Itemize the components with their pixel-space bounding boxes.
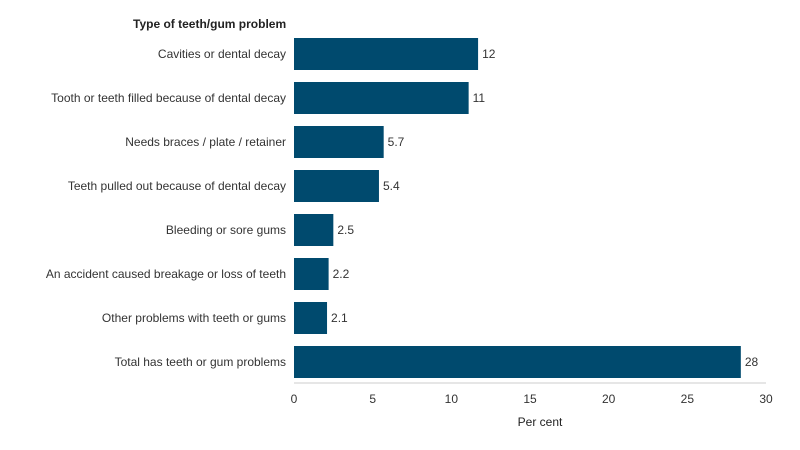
category-label: Other problems with teeth or gums: [102, 311, 286, 325]
category-label: Bleeding or sore gums: [166, 223, 286, 237]
x-axis-title: Per cent: [518, 415, 563, 429]
bar-value-label: 28: [745, 355, 759, 369]
bar[interactable]: [294, 170, 379, 202]
bar[interactable]: [294, 258, 329, 290]
x-tick-label: 30: [759, 392, 773, 406]
x-tick-label: 15: [523, 392, 537, 406]
bar-value-label: 5.4: [383, 179, 400, 193]
bar-value-label: 12: [482, 47, 496, 61]
category-label: Cavities or dental decay: [158, 47, 286, 61]
bar-value-label: 11: [473, 91, 486, 105]
bar-group: Cavities or dental decay 12 Tooth or teeth…: [46, 38, 759, 378]
category-label: Total has teeth or gum problems: [115, 355, 286, 369]
x-tick-label: 5: [369, 392, 376, 406]
bar-value-label: 2.2: [333, 267, 350, 281]
category-label: Teeth pulled out because of dental decay: [68, 179, 286, 193]
bar[interactable]: [294, 82, 469, 114]
category-label: Needs braces / plate / retainer: [125, 135, 286, 149]
bar-value-label: 2.5: [337, 223, 354, 237]
category-label: Tooth or teeth filled because of dental …: [51, 91, 286, 105]
bar-value-label: 5.7: [388, 135, 405, 149]
bar[interactable]: [294, 214, 334, 246]
x-tick-label: 25: [681, 392, 695, 406]
bar[interactable]: [294, 38, 479, 70]
category-axis-title: Type of teeth/gum problem: [133, 17, 286, 31]
x-tick-label: 0: [291, 392, 298, 406]
bar[interactable]: [294, 302, 328, 334]
x-axis-ticks: 0 5 10 15 20 25 30: [291, 392, 773, 406]
bar[interactable]: [294, 346, 741, 378]
bar-value-label: 2.1: [331, 311, 348, 325]
category-label: An accident caused breakage or loss of t…: [46, 267, 286, 281]
x-tick-label: 20: [602, 392, 616, 406]
bar[interactable]: [294, 126, 384, 158]
x-tick-label: 10: [445, 392, 459, 406]
